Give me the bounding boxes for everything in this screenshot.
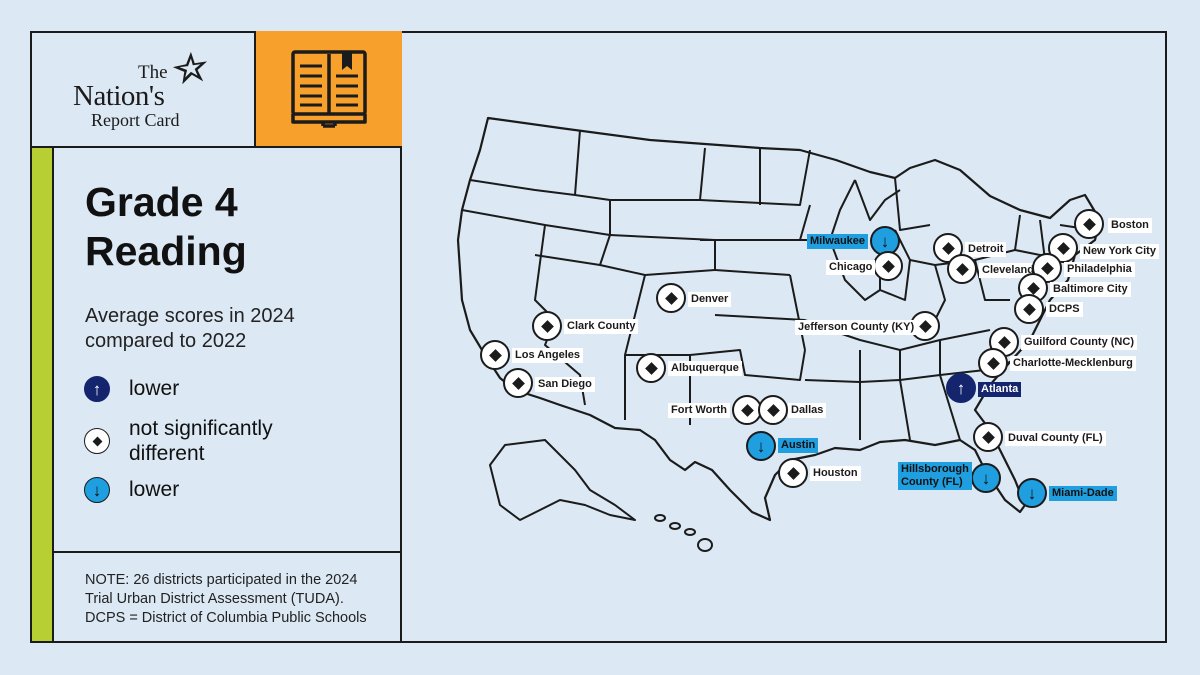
star-icon (172, 51, 208, 85)
marker-los-angeles (480, 340, 510, 370)
subtitle: Average scores in 2024 compared to 2022 (85, 304, 295, 354)
title-line-2: Reading (85, 228, 247, 274)
accent-bar (32, 148, 54, 641)
diamond-icon (955, 262, 969, 276)
label-philadelphia: Philadelphia (1064, 262, 1135, 277)
marker-duval-county-fl (973, 422, 1003, 452)
label-jefferson-county-ky: Jefferson County (KY) (795, 320, 918, 335)
marker-dcps (1014, 294, 1044, 324)
page-title: Grade 4 Reading (85, 178, 247, 276)
label-denver: Denver (688, 292, 732, 307)
diamond-icon (986, 356, 1000, 370)
marker-cleveland (947, 254, 977, 284)
down-arrow-icon: ↓ (84, 477, 110, 503)
label-austin: Austin (778, 438, 819, 453)
label-baltimore-city: Baltimore City (1050, 282, 1131, 297)
subtitle-line-2: compared to 2022 (85, 330, 247, 352)
marker-denver (656, 283, 686, 313)
note-divider (54, 551, 400, 553)
legend-label-lower: lower (129, 478, 180, 501)
marker-austin: ↓ (746, 431, 776, 461)
panel-divider (400, 31, 402, 643)
logo-text-the: The (138, 62, 168, 83)
marker-charlotte-mecklenburg (978, 348, 1008, 378)
diamond-icon (981, 430, 995, 444)
label-houston: Houston (810, 466, 861, 481)
label-miami-dade: Miami-Dade (1049, 486, 1117, 501)
alaska-outline (489, 439, 636, 521)
footnote: NOTE: 26 districts participated in the 2… (85, 571, 367, 628)
diamond-icon (84, 428, 110, 454)
diamond-icon (511, 376, 525, 390)
note-line-3: DCPS = District of Columbia Public Schoo… (85, 610, 367, 626)
diamond-icon (664, 291, 678, 305)
marker-miami-dade: ↓ (1017, 478, 1047, 508)
label-cleveland: Cleveland (979, 263, 1037, 278)
diamond-icon (1022, 302, 1036, 316)
label-new-york-city: New York City (1080, 244, 1159, 259)
diamond-icon (540, 319, 554, 333)
label-charlotte-mecklenburg: Charlotte-Mecklenburg (1010, 356, 1136, 371)
diamond-icon (941, 241, 955, 255)
label-los-angeles: Los Angeles (512, 348, 583, 363)
marker-boston (1074, 209, 1104, 239)
label-fort-worth: Fort Worth (668, 403, 731, 418)
diamond-icon (997, 335, 1011, 349)
label-milwaukee: Milwaukee (807, 234, 869, 249)
diamond-icon (488, 348, 502, 362)
marker-houston (778, 458, 808, 488)
label-clark-county: Clark County (564, 319, 639, 334)
label-boston: Boston (1108, 218, 1152, 233)
legend-label-not-significant: not significantly different (129, 417, 273, 465)
down-arrow-icon: ↓ (880, 231, 890, 251)
note-line-2: Trial Urban District Assessment (TUDA). (85, 591, 344, 607)
diamond-icon (1026, 281, 1040, 295)
marker-san-diego (503, 368, 533, 398)
down-arrow-icon: ↓ (981, 468, 991, 488)
diamond-icon (766, 403, 780, 417)
subtitle-line-1: Average scores in 2024 (85, 305, 295, 327)
marker-new-york-city (1048, 233, 1078, 263)
legend-item-lower: ↓ lower (84, 477, 179, 503)
marker-atlanta: ↑ (946, 373, 976, 403)
diamond-icon (644, 361, 658, 375)
logo-text-nations: Nation's (73, 80, 165, 112)
legend-label-higher: lower (129, 377, 180, 400)
label-detroit: Detroit (965, 242, 1007, 257)
note-line-1: NOTE: 26 districts participated in the 2… (85, 572, 358, 588)
up-arrow-icon: ↑ (84, 376, 110, 402)
down-arrow-icon: ↓ (756, 436, 766, 456)
title-line-1: Grade 4 (85, 179, 238, 225)
label-san-diego: San Diego (535, 377, 595, 392)
diamond-icon (1056, 241, 1070, 255)
logo-panel (30, 31, 256, 148)
label-hillsborough-county-fl: Hillsborough County (FL) (898, 462, 972, 490)
marker-hillsborough-county-fl: ↓ (971, 463, 1001, 493)
logo-text-report-card: Report Card (91, 110, 180, 130)
diamond-icon (1082, 217, 1096, 231)
label-chicago: Chicago (826, 260, 876, 275)
marker-chicago (873, 251, 903, 281)
label-atlanta: Atlanta (978, 382, 1022, 397)
marker-clark-county (532, 311, 562, 341)
hawaii-outline (654, 514, 713, 552)
diamond-icon (881, 259, 895, 273)
label-guilford-county-nc: Guilford County (NC) (1021, 335, 1137, 350)
up-arrow-icon: ↑ (956, 378, 966, 398)
legend-item-not-significant: not significantly different (84, 416, 273, 466)
label-dallas: Dallas (788, 403, 827, 418)
label-albuquerque: Albuquerque (668, 361, 742, 376)
legend-item-higher: ↑ lower (84, 376, 179, 402)
label-duval-county-fl: Duval County (FL) (1005, 431, 1106, 446)
book-icon (291, 50, 367, 128)
diamond-icon (786, 466, 800, 480)
down-arrow-icon: ↓ (1027, 483, 1037, 503)
marker-dallas (758, 395, 788, 425)
diamond-icon (1040, 261, 1054, 275)
diamond-icon (740, 403, 754, 417)
marker-albuquerque (636, 353, 666, 383)
label-dcps: DCPS (1046, 302, 1083, 317)
diamond-icon (918, 319, 932, 333)
